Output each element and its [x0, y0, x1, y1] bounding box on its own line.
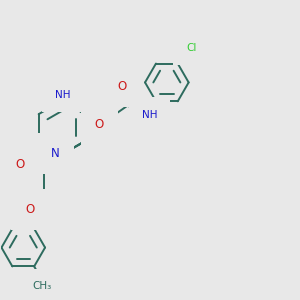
Text: O: O: [26, 203, 35, 216]
Text: NH: NH: [55, 90, 70, 100]
Text: N: N: [51, 147, 59, 160]
Text: CH₃: CH₃: [32, 281, 52, 291]
Text: Cl: Cl: [186, 43, 196, 53]
Text: O: O: [95, 118, 104, 131]
Text: O: O: [16, 158, 25, 172]
Text: NH: NH: [142, 110, 157, 119]
Text: O: O: [117, 80, 126, 93]
